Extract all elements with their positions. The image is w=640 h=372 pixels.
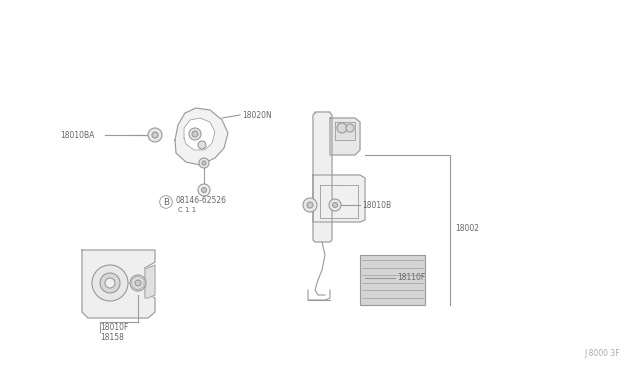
Circle shape (105, 278, 115, 288)
Circle shape (199, 158, 209, 168)
Polygon shape (335, 122, 355, 140)
Polygon shape (184, 118, 215, 150)
Polygon shape (330, 118, 360, 155)
Circle shape (346, 124, 354, 132)
Polygon shape (145, 265, 155, 298)
Polygon shape (313, 112, 332, 242)
Text: 18010B: 18010B (362, 201, 391, 209)
Circle shape (329, 199, 341, 211)
Circle shape (303, 198, 317, 212)
Polygon shape (313, 175, 365, 222)
Text: 18010BA: 18010BA (60, 131, 94, 140)
Circle shape (92, 265, 128, 301)
Circle shape (307, 202, 313, 208)
Circle shape (100, 273, 120, 293)
Text: 18110F: 18110F (397, 273, 425, 282)
Circle shape (198, 184, 210, 196)
Text: B: B (163, 198, 169, 206)
Polygon shape (82, 250, 155, 318)
Circle shape (192, 131, 198, 137)
Text: 18020N: 18020N (242, 110, 272, 119)
Circle shape (202, 187, 207, 192)
Circle shape (130, 275, 146, 291)
Bar (360, 255, 425, 305)
Text: 18002: 18002 (455, 224, 479, 232)
Text: 08146-62526: 08146-62526 (175, 196, 226, 205)
Circle shape (337, 123, 347, 133)
Circle shape (135, 280, 141, 286)
Circle shape (152, 132, 158, 138)
Circle shape (333, 202, 337, 208)
Text: C 1 1: C 1 1 (178, 207, 196, 213)
Circle shape (148, 128, 162, 142)
Circle shape (202, 161, 206, 165)
Circle shape (189, 128, 201, 140)
Circle shape (198, 141, 206, 149)
Text: 18158: 18158 (100, 334, 124, 343)
Text: J 8000 3F: J 8000 3F (584, 349, 620, 358)
Text: 18010F: 18010F (100, 324, 129, 333)
Polygon shape (175, 108, 228, 165)
